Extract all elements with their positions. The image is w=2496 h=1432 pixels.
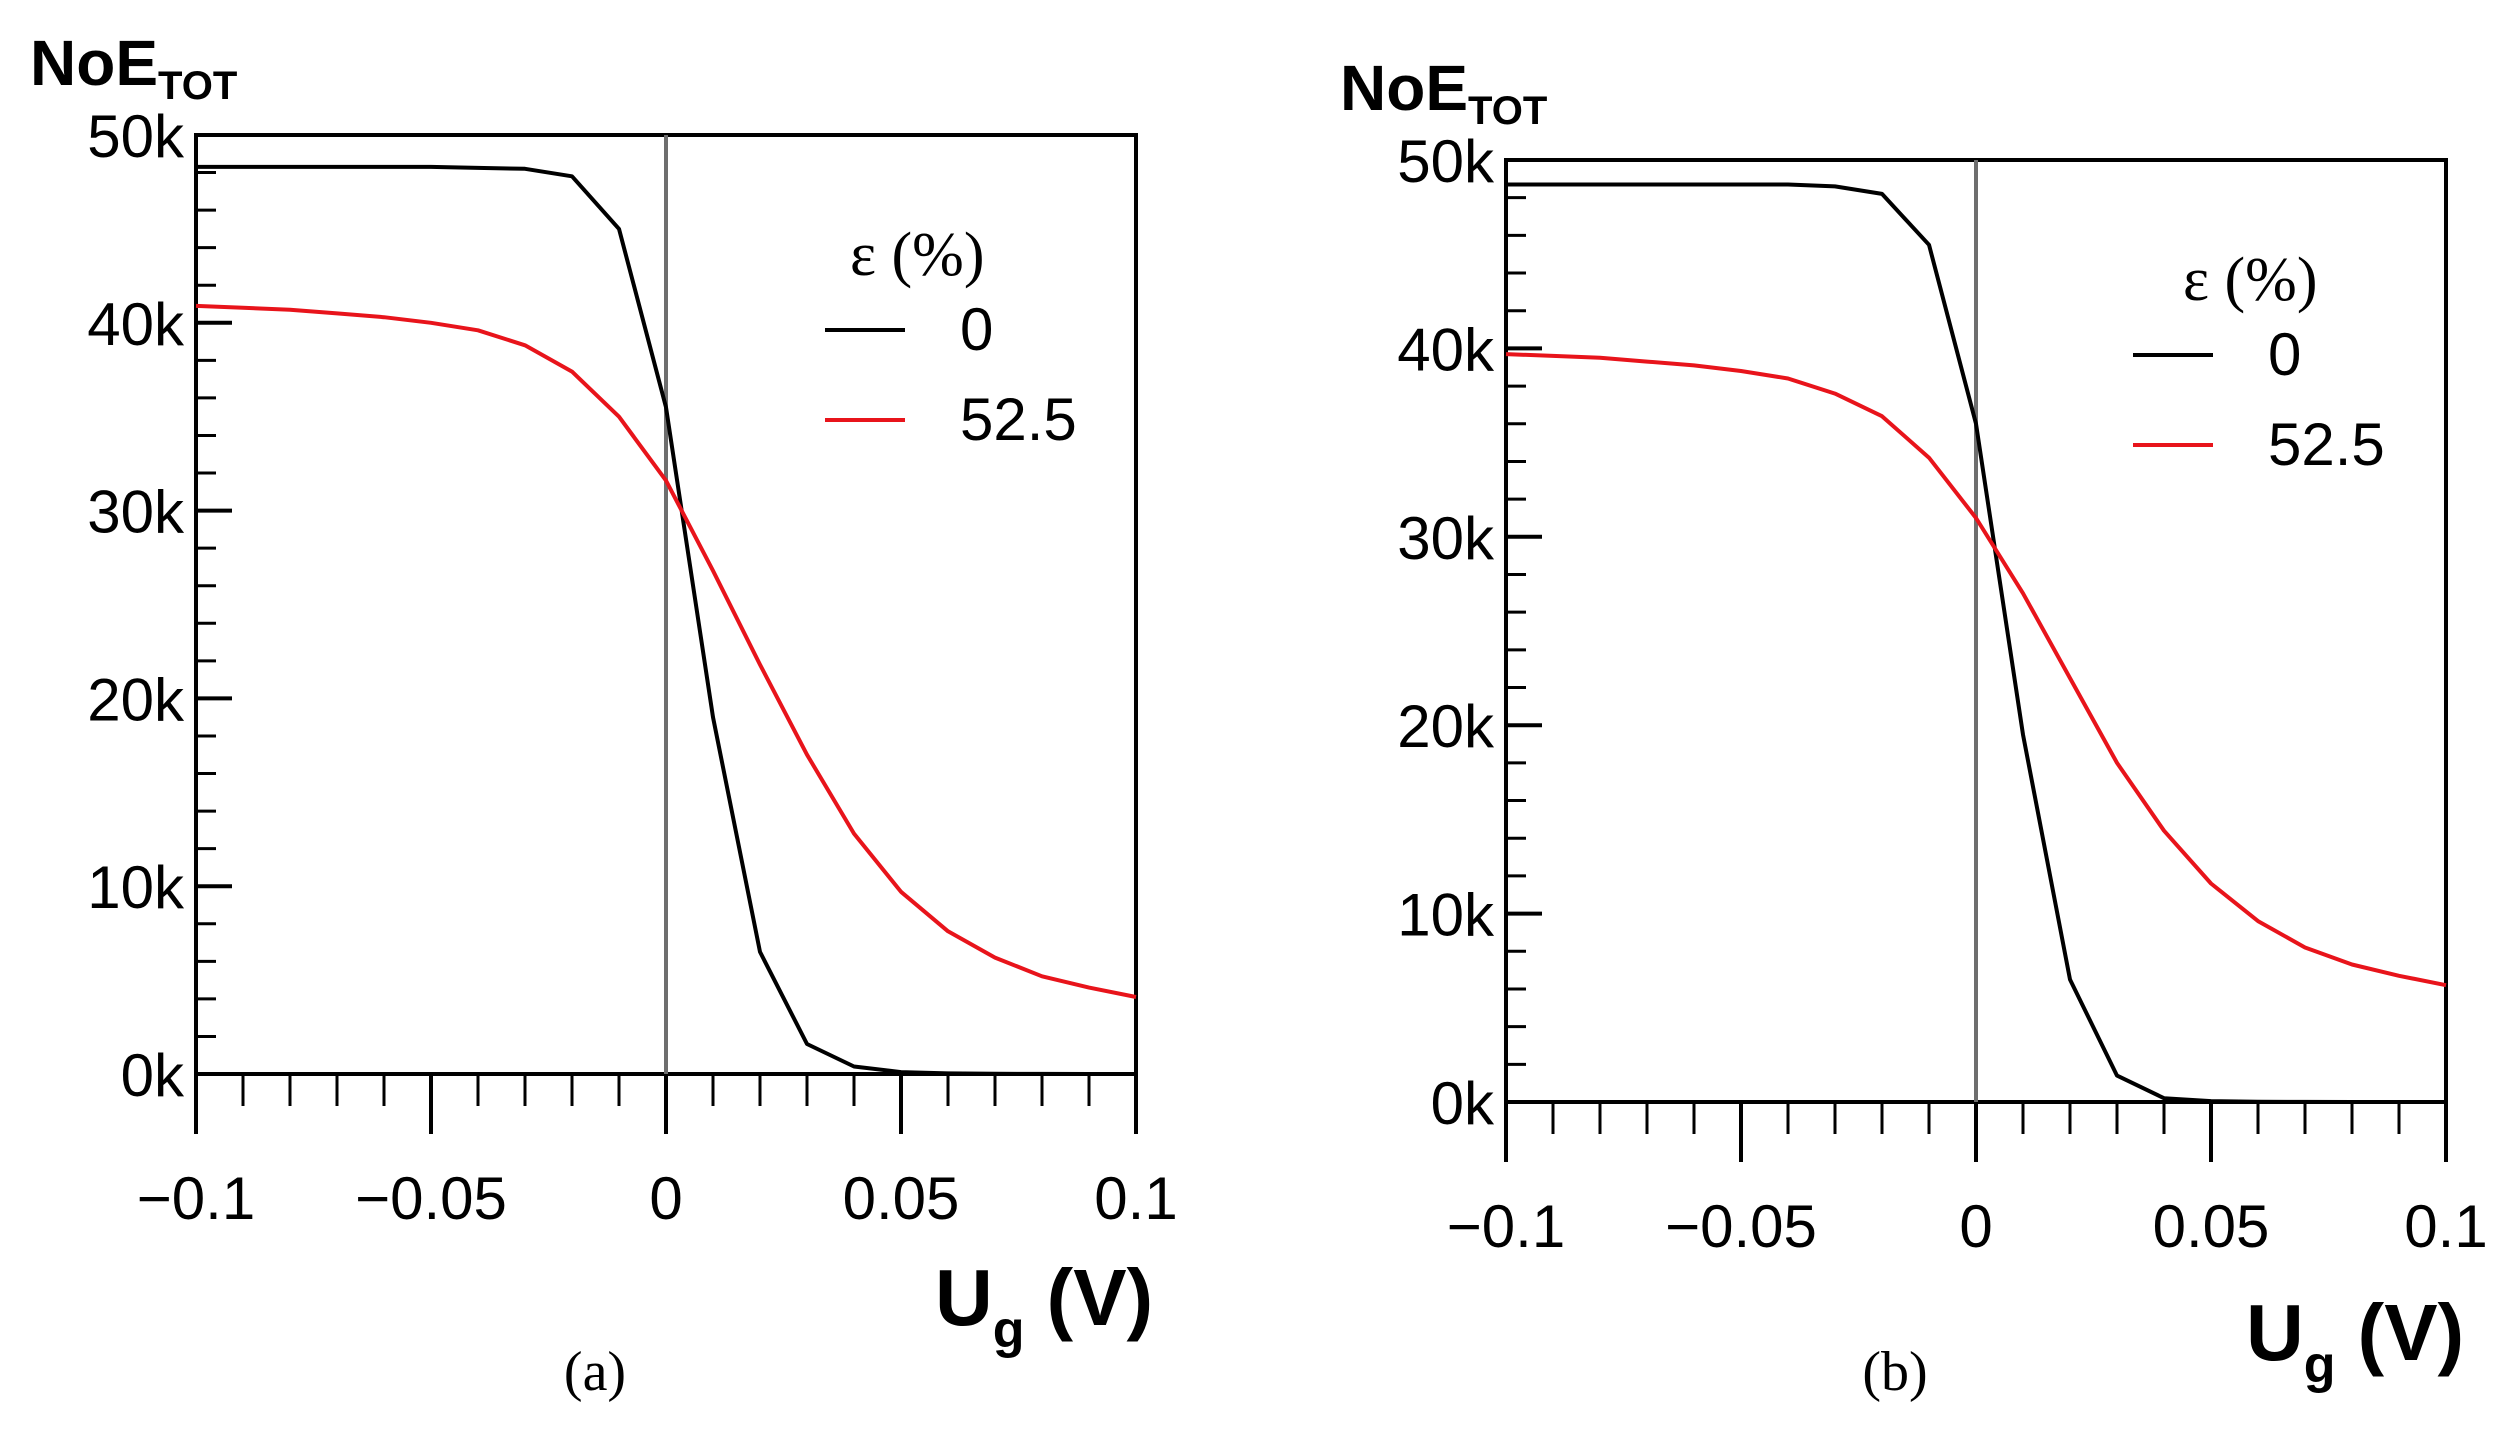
y-tick-label: 30k	[1397, 505, 1495, 572]
y-tick-label: 30k	[87, 479, 185, 546]
y-axis-label: NoETOT	[30, 27, 237, 108]
y-axis-label-main: NoE	[1340, 52, 1468, 124]
x-axis-label-sub: g	[993, 1301, 1025, 1359]
x-axis-label-main: U	[2246, 1288, 2304, 1377]
y-tick-label: 10k	[1397, 882, 1495, 949]
y-tick-label: 40k	[87, 291, 185, 358]
x-axis-label: Ug (V)	[935, 1253, 1153, 1359]
x-axis-label: Ug (V)	[2246, 1288, 2464, 1394]
x-tick-label: 0.05	[843, 1165, 960, 1232]
x-tick-label: 0.05	[2153, 1193, 2270, 1260]
x-axis-label-unit: (V)	[2358, 1288, 2465, 1377]
legend-label: 0	[2268, 321, 2301, 388]
x-tick-label: 0.1	[1094, 1165, 1177, 1232]
y-axis-label-main: NoE	[30, 27, 158, 99]
chart-panel-a: 0k 10k 20k 30k 40k 50k −0.1 −0.05 0 0.05 0.1 NoETOT…	[30, 27, 1178, 1403]
y-tick-label: 50k	[87, 103, 185, 170]
chart-panel-b: 0k 10k 20k 30k 40k 50k −0.1 −0.05 0 0.05 0.1 NoETOT…	[1248, 0, 2496, 1432]
x-tick-label: −0.1	[1447, 1193, 1565, 1260]
legend-title: ε (%)	[850, 221, 984, 289]
legend-title: ε (%)	[2183, 246, 2317, 314]
x-tick-label: 0.1	[2404, 1193, 2487, 1260]
x-tick-label: 0	[649, 1165, 682, 1232]
y-tick-label: 20k	[87, 666, 185, 733]
x-tick-label: −0.05	[355, 1165, 507, 1232]
y-tick-label: 0k	[1431, 1070, 1495, 1137]
x-tick-label: −0.05	[1665, 1193, 1817, 1260]
series-line-52-5	[1505, 352, 2447, 988]
x-axis-label-sub: g	[2304, 1336, 2336, 1394]
y-axis-label-sub: TOT	[158, 64, 237, 108]
legend-label: 0	[960, 296, 993, 363]
x-tick-label: −0.1	[137, 1165, 255, 1232]
panel-label: (b)	[1862, 1341, 1927, 1403]
y-tick-label: 10k	[87, 854, 185, 921]
y-tick-label: 50k	[1397, 128, 1495, 195]
y-tick-label: 0k	[121, 1042, 185, 1109]
series-line-0	[1506, 182, 2446, 1104]
legend-label: 52.5	[2268, 411, 2385, 478]
legend-label: 52.5	[960, 386, 1077, 453]
y-axis-label-sub: TOT	[1468, 89, 1547, 133]
series-line-52-5	[195, 303, 1137, 999]
y-tick-label: 20k	[1397, 693, 1495, 760]
chart-a-svg: 0k 10k 20k 30k 40k 50k −0.1 −0.05 0 0.05 0.1 NoETOT…	[30, 27, 1178, 1403]
y-axis-label: NoETOT	[1340, 52, 1547, 133]
series-line-0	[196, 164, 1136, 1076]
y-tick-label: 40k	[1397, 316, 1495, 383]
panel-label: (a)	[564, 1341, 626, 1403]
x-axis-label-main: U	[935, 1253, 993, 1342]
chart-b-svg: 0k 10k 20k 30k 40k 50k −0.1 −0.05 0 0.05 0.1 NoETOT…	[1340, 52, 2488, 1403]
x-tick-label: 0	[1959, 1193, 1992, 1260]
x-axis-label-unit: (V)	[1047, 1253, 1154, 1342]
